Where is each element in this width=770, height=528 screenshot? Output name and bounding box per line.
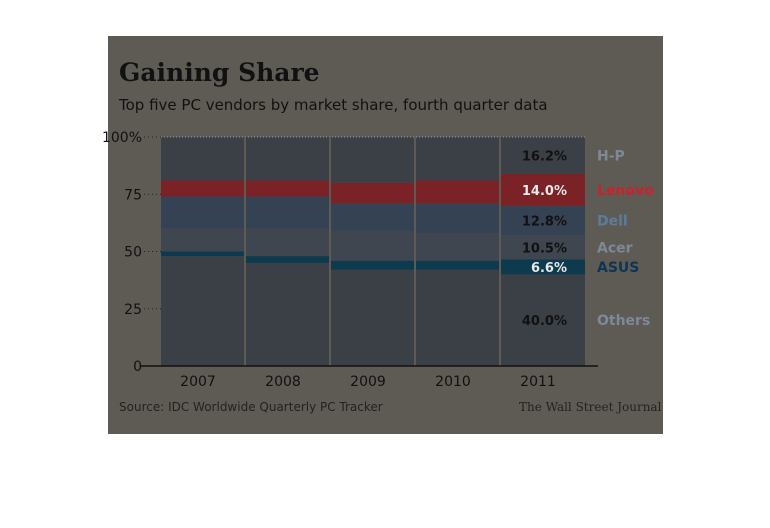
bar-segment-others-2008 [246, 262, 330, 366]
bar-segment-acer-2010 [416, 233, 500, 261]
chart-subtitle: Top five PC vendors by market share, fou… [119, 96, 548, 114]
publisher-credit: The Wall Street Journal [519, 400, 662, 414]
bar-segment-asus-2011 [501, 259, 585, 275]
source-note: Source: IDC Worldwide Quarterly PC Track… [119, 400, 383, 414]
bar-segment-lenovo-2009 [331, 182, 415, 204]
chart-title: Gaining Share [119, 58, 320, 87]
y-tick-label-100: 100% [102, 130, 142, 146]
y-tick-label-0: 0 [133, 359, 142, 375]
bar-segment-lenovo-2007 [161, 180, 245, 197]
series-label-lenovo: Lenovo [597, 183, 654, 199]
bar-segment-dell-2011 [501, 205, 585, 236]
y-tick-label-25: 25 [124, 302, 142, 318]
bar-segment-asus-2010 [416, 260, 500, 270]
bar-segment-others-2010 [416, 269, 500, 366]
y-tick-label-50: 50 [124, 245, 142, 261]
series-label-others: Others [597, 313, 650, 329]
value-label-asus: 6.6% [531, 261, 567, 276]
bar-segment-dell-2007 [161, 196, 245, 229]
bar-segment-hp-2008 [246, 137, 330, 181]
bar-segment-hp-2009 [331, 137, 415, 183]
bar-segment-acer-2009 [331, 230, 415, 261]
series-label-dell: Dell [597, 214, 628, 230]
bar-segment-asus-2008 [246, 256, 330, 263]
bar-segment-lenovo-2011 [501, 173, 585, 206]
y-tick-label-75: 75 [124, 187, 142, 203]
value-label-lenovo: 14.0% [522, 184, 567, 199]
series-label-hp: H-P [597, 148, 625, 164]
x-tick-label-2011: 2011 [520, 374, 556, 390]
bar-segment-acer-2008 [246, 228, 330, 257]
bar-segment-acer-2011 [501, 235, 585, 260]
value-label-hp: 16.2% [522, 149, 567, 164]
value-label-acer: 10.5% [522, 241, 567, 256]
bar-segment-hp-2010 [416, 137, 500, 181]
x-tick-label-2009: 2009 [350, 374, 386, 390]
series-label-asus: ASUS [597, 260, 639, 276]
series-label-acer: Acer [597, 240, 633, 256]
bar-segment-dell-2010 [416, 203, 500, 234]
bar-segment-dell-2008 [246, 196, 330, 229]
bar-segment-lenovo-2010 [416, 180, 500, 204]
x-tick-label-2008: 2008 [265, 374, 301, 390]
bar-segment-acer-2007 [161, 228, 245, 252]
value-label-others: 40.0% [522, 314, 567, 329]
bar-segment-lenovo-2008 [246, 180, 330, 197]
x-tick-label-2010: 2010 [435, 374, 471, 390]
x-tick-label-2007: 2007 [180, 374, 216, 390]
bar-segment-hp-2011 [501, 136, 585, 174]
bar-segment-asus-2007 [161, 251, 245, 257]
bar-segment-asus-2009 [331, 260, 415, 270]
bar-segment-others-2009 [331, 269, 415, 366]
bar-segment-hp-2007 [161, 137, 245, 181]
value-label-dell: 12.8% [522, 215, 567, 230]
bar-segment-dell-2009 [331, 203, 415, 231]
bar-segment-others-2011 [501, 274, 585, 366]
bar-segment-others-2007 [161, 256, 245, 366]
